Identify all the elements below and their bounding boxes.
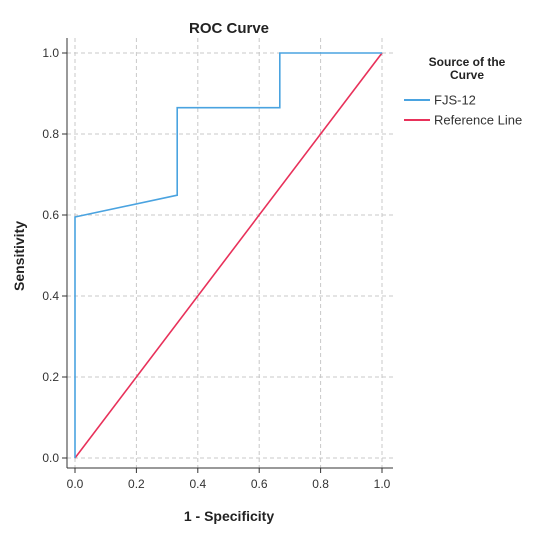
y-axis-label: Sensitivity [11, 221, 27, 291]
y-tick-label-3: 0.6 [42, 208, 59, 222]
x-tick-label-1: 0.2 [128, 477, 145, 491]
y-tick-label-4: 0.8 [42, 127, 59, 141]
y-tick-label-5: 1.0 [42, 46, 59, 60]
legend-title-line-1: Source of the [429, 55, 506, 69]
y-tick-label-1: 0.2 [42, 370, 59, 384]
x-tick-label-5: 1.0 [374, 477, 391, 491]
x-tick-label-4: 0.8 [312, 477, 329, 491]
chart-title: ROC Curve [189, 20, 269, 37]
x-tick-label-0: 0.0 [67, 477, 84, 491]
legend-label-reference-line: Reference Line [434, 113, 522, 128]
x-tick-label-2: 0.4 [189, 477, 206, 491]
legend-title-line-2: Curve [450, 68, 484, 82]
series-line-fjs-12 [74, 52, 382, 458]
legend: Source of the Curve FJS-12 Reference Lin… [404, 55, 522, 128]
series-line-reference-line [74, 52, 383, 459]
x-tick-label-3: 0.6 [251, 477, 268, 491]
ticks: 0.0 0.2 0.4 0.6 0.8 1.0 0.0 0.2 0.4 0.6 0.8 1.0 [42, 46, 390, 491]
series-layer [74, 52, 383, 459]
legend-label-fjs-12: FJS-12 [434, 93, 476, 108]
y-tick-label-0: 0.0 [42, 451, 59, 465]
axes [66, 38, 393, 469]
x-axis-label: 1 - Specificity [184, 508, 274, 524]
y-tick-label-2: 0.4 [42, 289, 59, 303]
grid [67, 38, 393, 468]
